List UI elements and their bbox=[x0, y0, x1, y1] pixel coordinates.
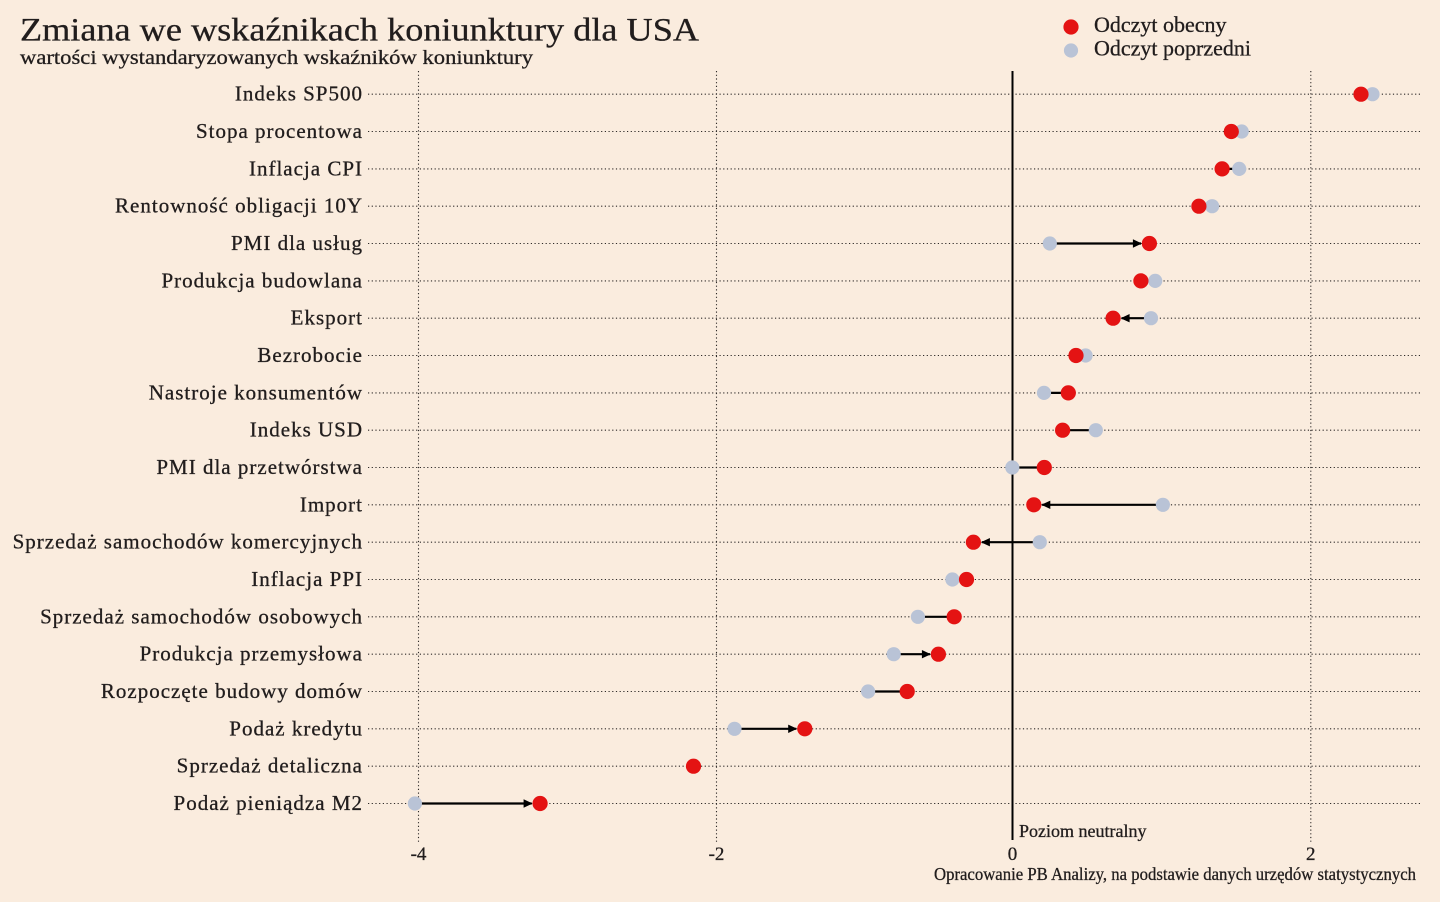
svg-text:wartości wystandaryzowanych ws: wartości wystandaryzowanych wskaźników k… bbox=[20, 47, 533, 69]
svg-text:Sprzedaż samochodów osobowych: Sprzedaż samochodów osobowych bbox=[40, 604, 363, 628]
svg-text:PMI dla usług: PMI dla usług bbox=[231, 231, 363, 255]
svg-text:Odczyt obecny: Odczyt obecny bbox=[1094, 12, 1227, 37]
svg-text:Stopa procentowa: Stopa procentowa bbox=[196, 119, 363, 143]
svg-text:Import: Import bbox=[300, 492, 363, 516]
svg-text:Podaż kredytu: Podaż kredytu bbox=[229, 716, 363, 740]
svg-text:Inflacja CPI: Inflacja CPI bbox=[249, 156, 363, 180]
svg-text:Sprzedaż detaliczna: Sprzedaż detaliczna bbox=[177, 754, 363, 778]
svg-text:Poziom neutralny: Poziom neutralny bbox=[1019, 821, 1146, 841]
svg-text:Odczyt poprzedni: Odczyt poprzedni bbox=[1094, 36, 1251, 61]
svg-text:Eksport: Eksport bbox=[291, 306, 363, 330]
svg-text:Nastroje konsumentów: Nastroje konsumentów bbox=[149, 380, 363, 404]
svg-text:Indeks USD: Indeks USD bbox=[250, 418, 363, 442]
svg-text:Produkcja budowlana: Produkcja budowlana bbox=[161, 268, 363, 292]
svg-text:Rentowność obligacji 10Y: Rentowność obligacji 10Y bbox=[115, 194, 363, 218]
svg-text:Opracowanie PB Analizy, na pod: Opracowanie PB Analizy, na podstawie dan… bbox=[934, 864, 1416, 884]
svg-text:PMI dla przetwórstwa: PMI dla przetwórstwa bbox=[156, 455, 363, 479]
svg-text:-2: -2 bbox=[709, 844, 725, 865]
svg-text:Produkcja przemysłowa: Produkcja przemysłowa bbox=[140, 642, 363, 666]
svg-text:Sprzedaż samochodów komercyjny: Sprzedaż samochodów komercyjnych bbox=[13, 530, 363, 554]
svg-text:Indeks SP500: Indeks SP500 bbox=[235, 82, 363, 106]
svg-text:2: 2 bbox=[1306, 844, 1316, 865]
svg-text:Inflacja PPI: Inflacja PPI bbox=[251, 567, 363, 591]
svg-text:0: 0 bbox=[1008, 844, 1018, 865]
svg-text:Bezrobocie: Bezrobocie bbox=[257, 343, 363, 367]
svg-text:-4: -4 bbox=[411, 844, 427, 865]
svg-text:Rozpoczęte budowy domów: Rozpoczęte budowy domów bbox=[101, 679, 363, 703]
svg-text:Zmiana we wskaźnikach koniunkt: Zmiana we wskaźnikach koniunktury dla US… bbox=[20, 13, 699, 49]
svg-text:Podaż pieniądza M2: Podaż pieniądza M2 bbox=[174, 791, 363, 815]
